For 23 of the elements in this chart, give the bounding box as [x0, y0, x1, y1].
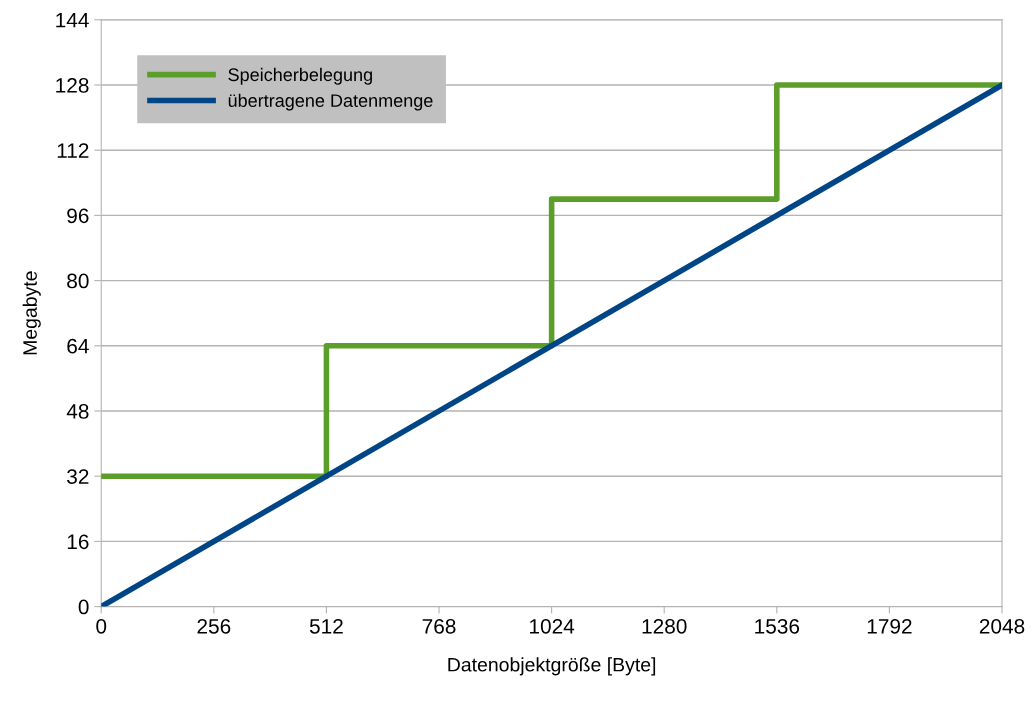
y-tick-label: 64 — [67, 338, 89, 354]
legend-label: Speicherbelegung — [228, 67, 372, 85]
y-tick-label: 96 — [67, 208, 89, 224]
legend-label: übertragene Datenmenge — [228, 93, 433, 111]
y-tick-label: 112 — [57, 143, 89, 158]
y-tick-label: 128 — [56, 78, 89, 93]
x-tick-label: 2048 — [979, 618, 1025, 634]
x-tick-label: 256 — [197, 618, 231, 634]
x-tick-label: 1280 — [642, 618, 687, 634]
y-tick-label: 16 — [67, 534, 89, 550]
x-tick-label: 1792 — [867, 618, 912, 634]
x-tick-label: 768 — [422, 618, 456, 634]
y-tick-label: 80 — [67, 273, 89, 289]
y-tick-label: 48 — [66, 404, 89, 419]
x-axis-title: Datenobjektgröße [Byte] — [448, 657, 656, 676]
y-tick-label: 32 — [67, 469, 89, 484]
y-tick-label: 144 — [56, 13, 89, 28]
x-tick-label: 0 — [96, 618, 107, 634]
y-tick-label: 0 — [78, 599, 89, 615]
x-tick-label: 1536 — [755, 618, 800, 634]
x-tick-label: 1024 — [530, 618, 575, 634]
x-tick-label: 512 — [309, 618, 343, 634]
y-axis-title: Megabyte — [22, 271, 41, 355]
